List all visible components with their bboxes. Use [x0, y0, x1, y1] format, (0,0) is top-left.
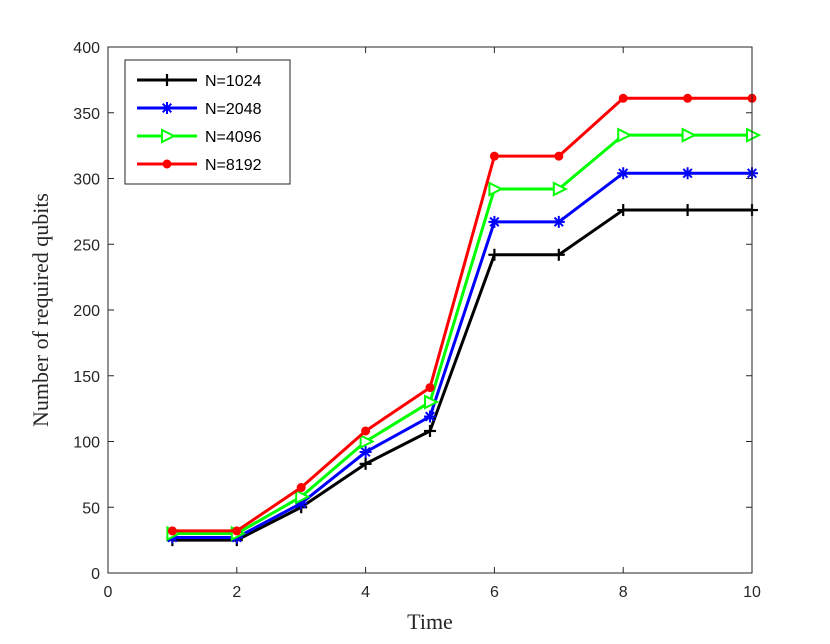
y-tick-label: 0: [91, 566, 100, 583]
series-marker: [552, 181, 569, 197]
y-tick-label: 300: [73, 172, 100, 189]
series-marker: [161, 128, 177, 144]
legend-label: N=4096: [205, 129, 262, 146]
y-tick-label: 350: [73, 106, 100, 123]
x-tick-label: 4: [361, 584, 370, 601]
y-tick-label: 400: [73, 40, 100, 57]
legend-entry: N=4096: [137, 128, 262, 146]
series-line: [172, 171, 752, 539]
series-marker: [488, 181, 504, 197]
y-tick-label: 150: [73, 369, 100, 386]
series-marker: [681, 204, 694, 217]
series-marker: [359, 446, 372, 459]
x-tick-label: 6: [490, 584, 499, 601]
series-N=8192: [167, 93, 757, 536]
series-marker: [746, 127, 762, 143]
series-marker: [617, 167, 630, 180]
legend-entry: N=2048: [137, 101, 262, 118]
series-marker: [424, 394, 440, 410]
series-line: [172, 133, 752, 536]
legend-entry: N=1024: [137, 73, 262, 90]
y-tick-label: 100: [73, 435, 100, 452]
series-marker: [161, 102, 173, 114]
series-line: [172, 208, 752, 542]
series-marker: [424, 424, 436, 437]
series-marker: [359, 433, 375, 450]
y-tick-label: 250: [73, 237, 100, 254]
series-marker: [617, 204, 630, 217]
legend-label: N=2048: [205, 101, 262, 118]
legend-label: N=8192: [205, 157, 262, 174]
legend: N=1024 N=2048 N=4096 N=8192: [124, 59, 291, 185]
y-axis-title: Number of required qubits: [28, 193, 53, 427]
series-line: [172, 96, 752, 533]
series-marker: [295, 489, 311, 505]
series-marker: [554, 151, 564, 161]
series-marker: [681, 127, 697, 143]
series-marker: [425, 383, 435, 393]
series-marker: [618, 93, 628, 103]
x-tick-label: 8: [619, 584, 628, 601]
series-marker: [489, 151, 499, 161]
series-marker: [161, 74, 173, 86]
series-marker: [162, 159, 172, 169]
x-tick-label: 10: [743, 584, 761, 601]
x-axis-title: Time: [407, 609, 453, 634]
series-marker: [488, 215, 501, 228]
series-marker: [232, 526, 242, 536]
series-marker: [359, 457, 372, 470]
series-marker: [552, 215, 565, 228]
x-tick-label: 2: [232, 584, 241, 601]
series-marker: [552, 248, 565, 261]
legend-entry: N=8192: [137, 157, 262, 174]
series-marker: [167, 526, 177, 536]
legend-label: N=1024: [205, 73, 262, 90]
series-marker: [681, 167, 694, 180]
series-marker: [424, 410, 436, 423]
series-marker: [488, 248, 501, 261]
series-layer: [166, 93, 762, 547]
x-tick-label: 0: [104, 584, 113, 601]
series-marker: [683, 93, 693, 103]
series-marker: [617, 127, 633, 143]
y-tick-label: 200: [73, 303, 100, 320]
series-marker: [361, 426, 371, 436]
y-tick-label: 50: [82, 500, 100, 517]
series-marker: [296, 483, 306, 493]
